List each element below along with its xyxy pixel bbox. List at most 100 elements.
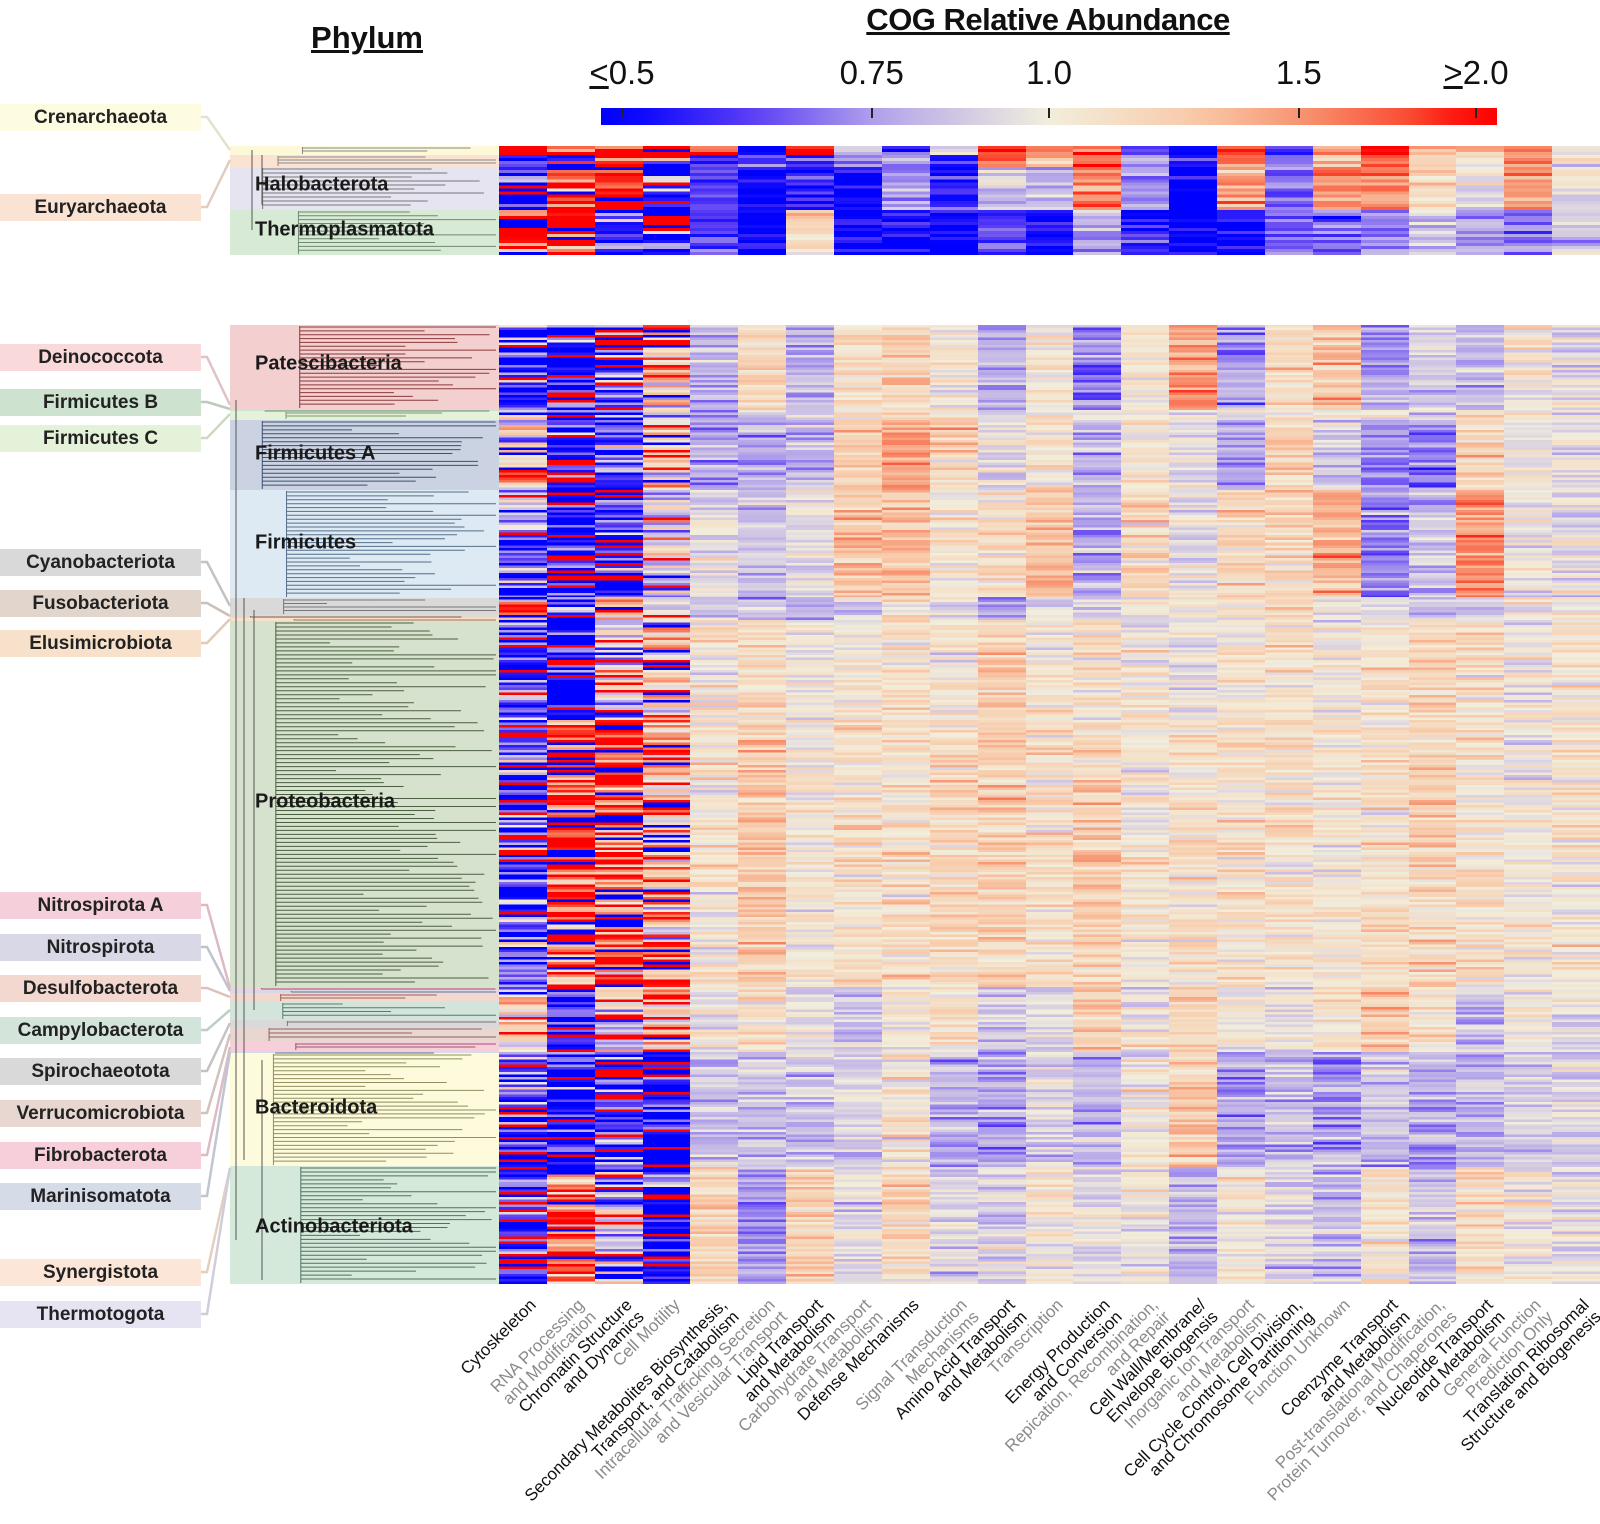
heatmap-cell (1121, 146, 1170, 156)
heatmap-cell (834, 209, 883, 256)
tree-branches (260, 988, 496, 990)
heatmap-cell (929, 1051, 979, 1167)
heatmap-cell (642, 209, 691, 256)
heatmap-cell (1217, 155, 1266, 168)
heatmap-cell (1121, 719, 1170, 988)
heatmap-cell (1456, 597, 1505, 620)
heatmap-cell (1312, 619, 1362, 720)
heatmap-cell (834, 489, 883, 598)
heatmap-cell (546, 146, 596, 156)
heatmap-cell (499, 597, 548, 620)
heatmap-cell (1456, 167, 1505, 210)
heatmap-cell (1025, 489, 1074, 598)
heatmap-cell (977, 1166, 1027, 1285)
heatmap-cell (1360, 419, 1409, 491)
tree-branches (295, 1043, 496, 1050)
heatmap-cell (1169, 719, 1218, 988)
heatmap-cell (881, 619, 931, 720)
heatmap-cell (1217, 719, 1266, 988)
clade-band (230, 1166, 499, 1284)
heatmap-cell (1456, 1051, 1505, 1167)
heatmap-cell (1552, 986, 1600, 1053)
legend-connector (201, 1046, 232, 1157)
heatmap-cell (1312, 409, 1362, 421)
phylum-legend-label: Firmicutes C (0, 425, 201, 452)
clade-label: Firmicutes (255, 531, 357, 554)
heatmap-cell (929, 1166, 979, 1285)
heatmap-cell (1408, 167, 1457, 210)
heatmap-cell (881, 419, 931, 491)
legend-connector (201, 400, 231, 411)
tree-branches (293, 619, 496, 621)
heatmap-cell (1456, 209, 1505, 256)
heatmap-cell (881, 325, 931, 411)
heatmap-cell (594, 1051, 644, 1167)
heatmap-cell (1408, 146, 1457, 156)
phylum-legend-label: Spirochaeotota (0, 1058, 201, 1085)
heatmap-cell (1456, 489, 1505, 598)
phylum-title: Phylum (311, 20, 423, 55)
heatmap-cell (1121, 619, 1170, 720)
heatmap-cell (1552, 1051, 1600, 1167)
heatmap-cell (1456, 1166, 1505, 1285)
heatmap-cell (1360, 209, 1409, 256)
heatmap-cell (690, 986, 739, 1053)
heatmap-cell (1217, 1051, 1266, 1167)
heatmap-cell (1073, 619, 1122, 720)
tree-branches (249, 616, 462, 618)
heatmap-cell (1025, 209, 1074, 256)
heatmap-cell (594, 167, 644, 210)
heatmap-cell (977, 209, 1027, 256)
heatmap-cell (1408, 209, 1457, 256)
phylum-legend-label: Desulfobacterota (0, 975, 201, 1002)
heatmap-cell (690, 209, 739, 256)
heatmap-cell (834, 597, 883, 620)
heatmap-cell (881, 1166, 931, 1285)
heatmap-cell (786, 489, 835, 598)
heatmap-cell (1552, 209, 1600, 256)
heatmap-cell (1073, 325, 1122, 411)
colorbar-tick-label: 1.5 (1275, 54, 1322, 91)
heatmap-cell (1504, 719, 1553, 988)
phylum-legend-label: Verrucomicrobiota (0, 1100, 201, 1127)
heatmap-cell (834, 419, 883, 491)
heatmap-cell (1217, 619, 1266, 720)
heatmap-cell (1073, 719, 1122, 988)
colorbar-tick-label: <0.5 (589, 54, 655, 91)
heatmap-cell (834, 619, 883, 720)
heatmap-cell (1073, 419, 1122, 491)
heatmap-cell (1552, 597, 1600, 620)
colorbar-tick (870, 108, 873, 118)
heatmap-cell (834, 146, 883, 156)
heatmap-cell (642, 489, 691, 598)
heatmap-cell (1312, 597, 1362, 620)
heatmap-cell (1360, 409, 1409, 421)
heatmap-cell (642, 325, 691, 411)
heatmap-cell (1025, 619, 1074, 720)
heatmap-cell (1456, 986, 1505, 1053)
tree-branches (297, 211, 496, 254)
tree-branches (299, 326, 496, 408)
heatmap-cell (1264, 597, 1314, 620)
heatmap-cell (1408, 1166, 1457, 1285)
heatmap-cell (499, 419, 548, 491)
tree-branches (290, 991, 496, 993)
heatmap-cell (881, 146, 931, 156)
heatmap-cell (690, 719, 739, 988)
tree-branches (261, 421, 496, 489)
heatmap-cell (642, 155, 691, 168)
heatmap-cell (594, 209, 644, 256)
heatmap-cell (1360, 325, 1409, 411)
heatmap-cell (1456, 619, 1505, 720)
tree-branches (285, 412, 443, 419)
heatmap-cell (1312, 325, 1362, 411)
heatmap-cell (834, 409, 883, 421)
heatmap-cell (977, 167, 1027, 210)
heatmap-cell (786, 146, 835, 156)
clade-label: Patescibacteria (255, 352, 402, 375)
heatmap-cell (786, 1051, 835, 1167)
heatmap-cell (1025, 986, 1074, 1053)
tree-branches (268, 1028, 496, 1041)
phylum-legend-label: Elusimicrobiota (0, 630, 201, 657)
